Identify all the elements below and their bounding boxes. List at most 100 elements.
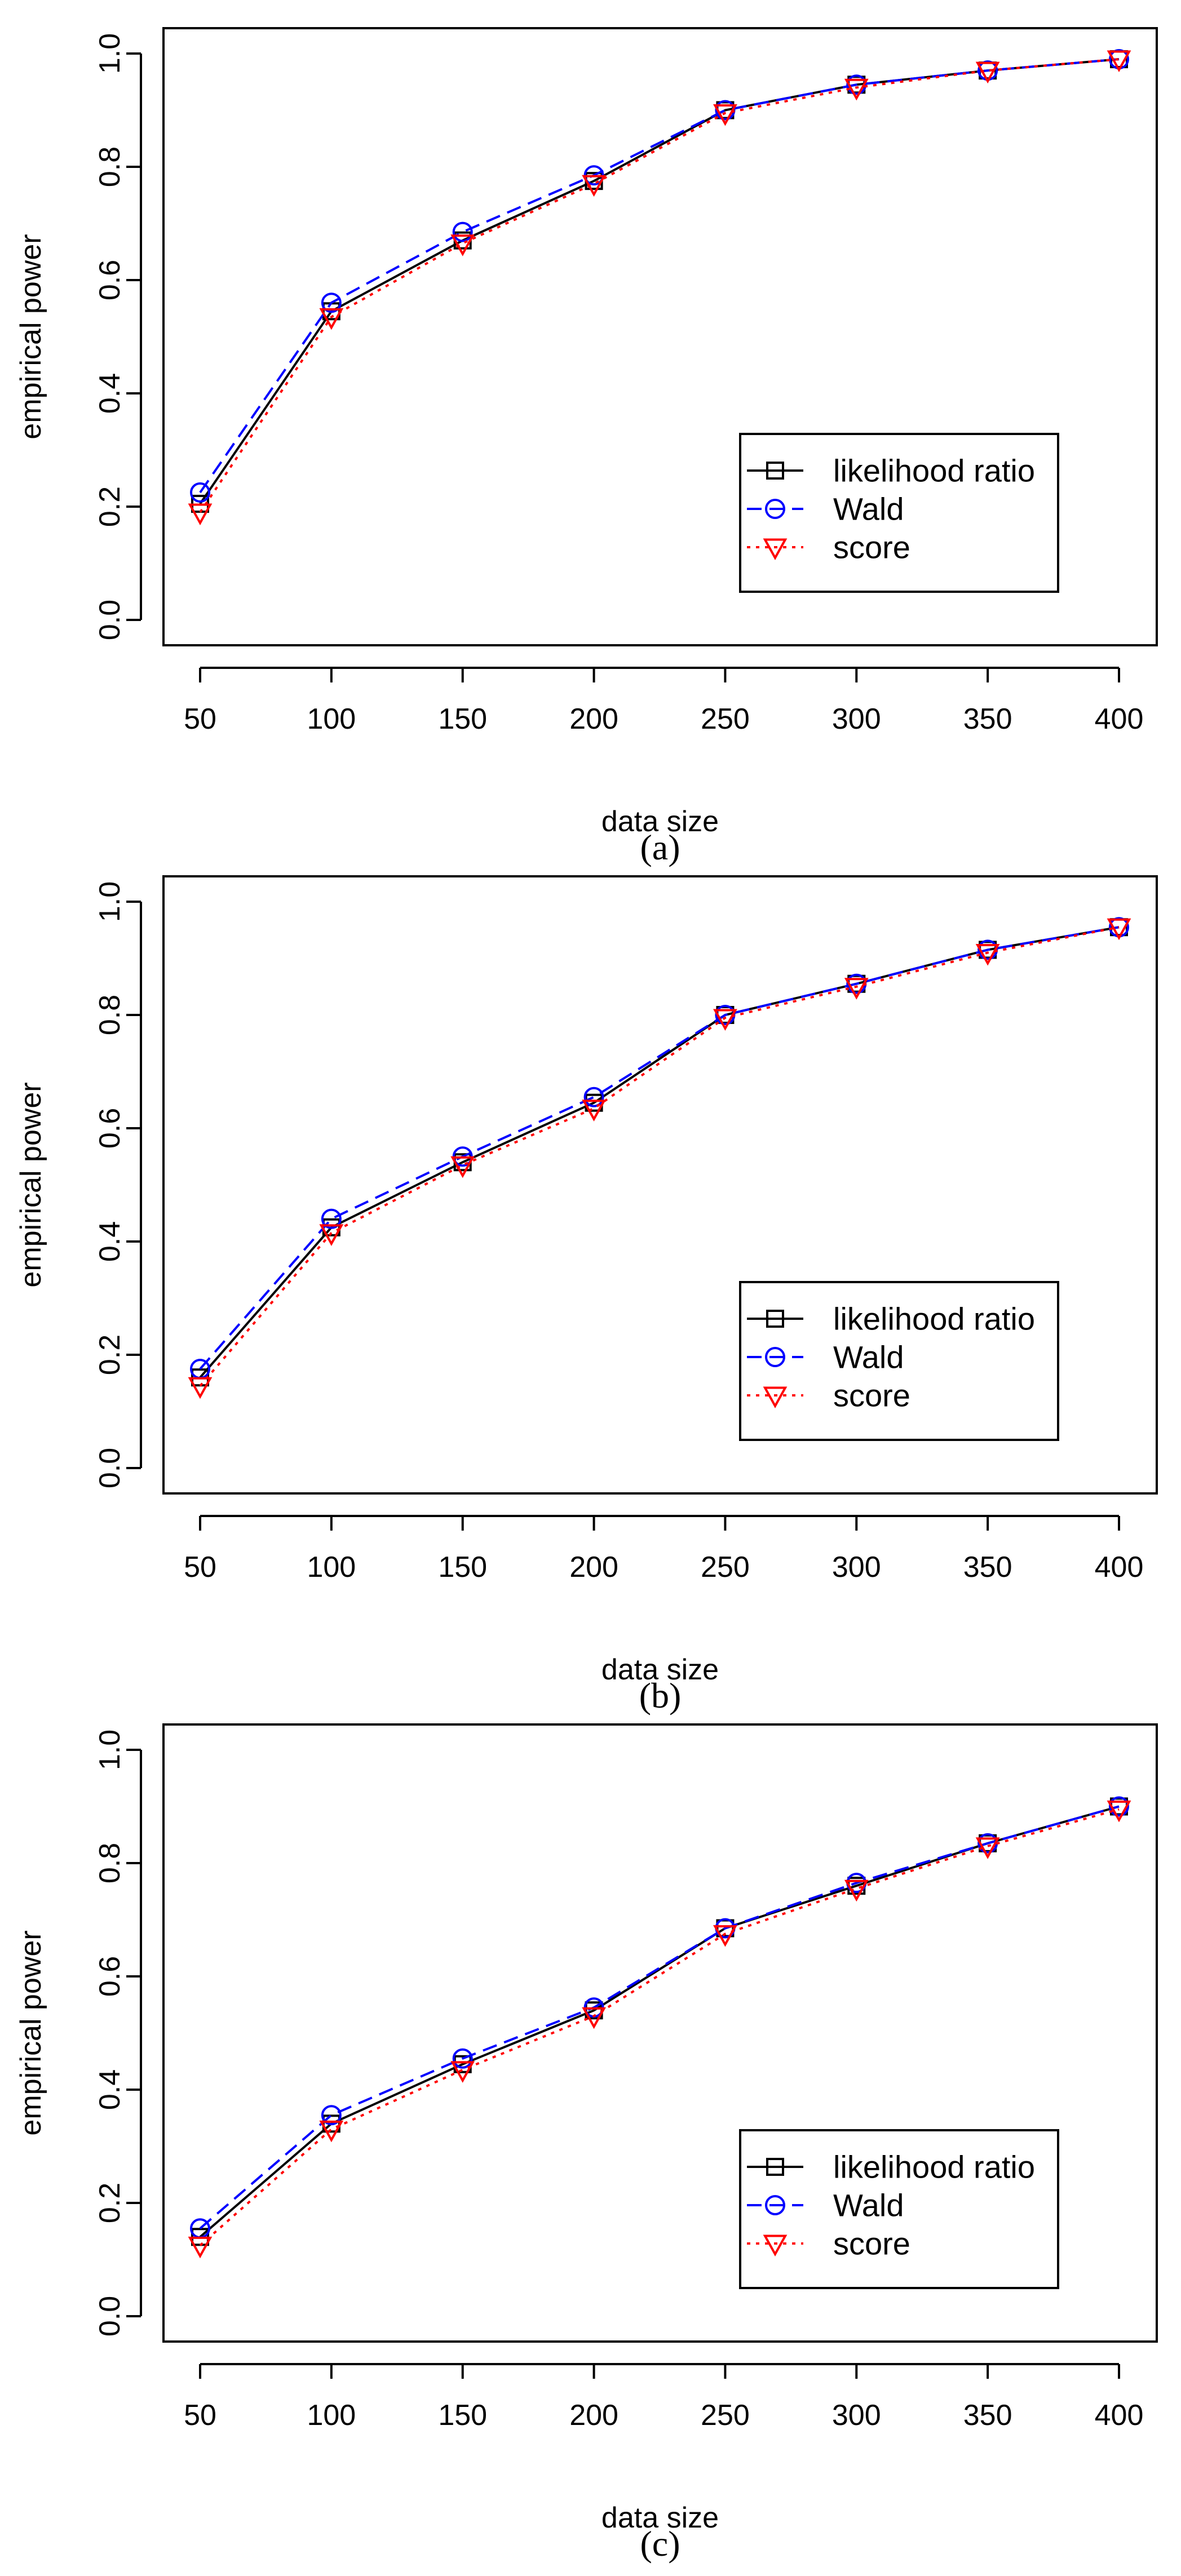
x-tick-label: 200 <box>569 1551 618 1584</box>
legend-item: score <box>747 1378 910 1413</box>
data-point <box>1109 1796 1129 1817</box>
legend-label: likelihood ratio <box>833 2149 1035 2185</box>
x-tick-label: 250 <box>701 703 750 735</box>
data-point <box>846 74 867 95</box>
x-tick-label: 100 <box>307 703 356 735</box>
chart-panel-a: 50 100 150 200 250 300 350 400 data size 0.0 0.2 0.… <box>15 27 1158 867</box>
y-tick-label: 0.0 <box>94 2296 126 2336</box>
data-point <box>975 61 1000 84</box>
data-point <box>450 2061 475 2083</box>
data-point <box>319 1224 344 1246</box>
chart-panel-b: 50 100 150 200 250 300 350 400 data size 0.0 0.2 0.… <box>15 875 1158 1715</box>
x-tick-label: 300 <box>832 703 881 735</box>
plot-frame <box>162 1723 1158 2343</box>
legend-item: likelihood ratio <box>747 2149 1035 2185</box>
x-axis-label: data size <box>601 805 719 838</box>
data-point <box>190 482 210 503</box>
x-tick-label: 50 <box>184 703 216 735</box>
legend-label: score <box>833 530 910 565</box>
x-tick-label: 200 <box>569 2399 618 2432</box>
y-tick-label: 0.8 <box>94 1843 126 1883</box>
y-tick-label: 0.2 <box>94 486 126 527</box>
y-tick-label: 0.8 <box>94 147 126 187</box>
data-point <box>319 308 344 330</box>
x-tick-label: 100 <box>307 1551 356 1584</box>
legend-marker <box>765 499 785 519</box>
x-axis-label: data size <box>601 2502 719 2534</box>
data-point <box>844 78 869 101</box>
y-tick-label: 0.2 <box>94 1334 126 1375</box>
data-point <box>450 1156 475 1178</box>
plot-frame <box>162 27 1158 646</box>
legend-item: Wald <box>747 1340 904 1375</box>
data-point <box>713 1925 737 1947</box>
y-tick-label: 0.0 <box>94 600 126 640</box>
x-tick-label: 350 <box>963 1551 1012 1584</box>
x-tick-label: 250 <box>701 2399 750 2432</box>
x-tick-label: 400 <box>1095 2399 1144 2432</box>
data-point <box>188 2236 213 2259</box>
legend-label: Wald <box>833 491 904 527</box>
legend-marker <box>765 2195 785 2215</box>
legend-item: Wald <box>747 2188 904 2223</box>
x-tick-label: 300 <box>832 2399 881 2432</box>
data-point <box>713 1009 737 1031</box>
data-point <box>452 2048 473 2069</box>
series-line <box>199 926 1120 1387</box>
data-point <box>321 292 342 313</box>
plot-frame <box>162 875 1158 1495</box>
legend-label: Wald <box>833 1340 904 1375</box>
legend-label: Wald <box>833 2188 904 2223</box>
y-tick-label: 0.4 <box>94 2069 126 2110</box>
legend-marker <box>765 1347 785 1367</box>
y-axis-label: empirical power <box>15 234 47 439</box>
data-point <box>975 1837 1000 1859</box>
series-score <box>188 918 1131 1399</box>
y-tick-label: 0.2 <box>94 2183 126 2223</box>
x-tick-label: 100 <box>307 2399 356 2432</box>
legend-box <box>739 2129 1059 2289</box>
y-axis-label: empirical power <box>15 1082 47 1287</box>
data-point <box>975 943 1000 966</box>
y-tick-label: 0.6 <box>94 1956 126 1997</box>
data-point <box>450 234 475 256</box>
x-tick-label: 400 <box>1095 703 1144 735</box>
series-line <box>199 926 1120 1370</box>
series-line <box>199 1808 1120 2246</box>
x-tick-label: 150 <box>438 2399 487 2432</box>
data-point <box>844 978 869 1000</box>
legend-marker <box>763 1386 788 1409</box>
data-point <box>582 2007 606 2029</box>
data-point <box>319 2120 344 2143</box>
x-tick-label: 150 <box>438 1551 487 1584</box>
panel-caption: (b) <box>639 1675 682 1715</box>
data-point <box>188 1377 213 1399</box>
y-tick-label: 1.0 <box>94 881 126 922</box>
legend-marker <box>766 1310 784 1328</box>
y-tick-label: 0.4 <box>94 1221 126 1262</box>
panel-caption: (a) <box>640 827 680 867</box>
data-point <box>452 221 473 242</box>
legend-marker <box>766 462 784 480</box>
legend-marker <box>763 538 788 561</box>
series-score <box>188 50 1131 526</box>
legend-item: Wald <box>747 491 904 527</box>
y-tick-label: 0.4 <box>94 373 126 414</box>
data-point <box>1107 50 1131 73</box>
data-point <box>321 2105 342 2126</box>
data-point <box>582 1099 606 1121</box>
panel-caption: (c) <box>640 2524 680 2564</box>
series-line <box>199 1805 1120 2229</box>
y-tick-label: 1.0 <box>94 1730 126 1770</box>
y-axis-label: empirical power <box>15 1930 47 2135</box>
y-tick-label: 1.0 <box>94 33 126 74</box>
data-point <box>582 175 606 197</box>
legend-label: score <box>833 2226 910 2262</box>
legend-box <box>739 433 1059 593</box>
data-point <box>713 104 737 126</box>
x-tick-label: 350 <box>963 2399 1012 2432</box>
